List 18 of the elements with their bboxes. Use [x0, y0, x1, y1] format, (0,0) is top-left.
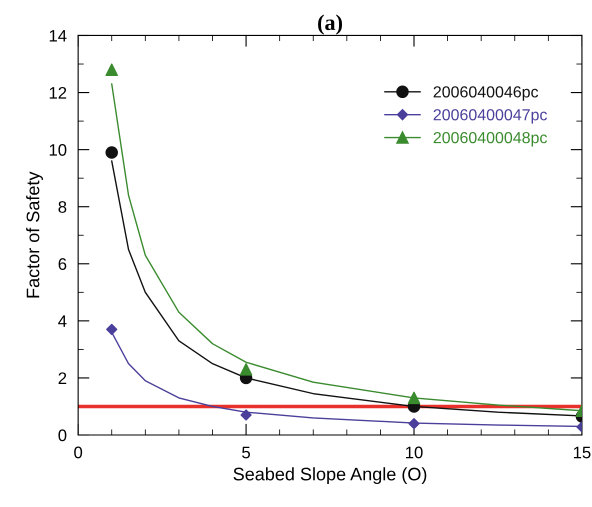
y-tick-label: 2: [58, 372, 66, 384]
x-tick-label: 15: [574, 446, 591, 458]
y-tick-label: 8: [58, 201, 66, 213]
chart-title: (a): [318, 14, 342, 35]
y-tick-label: 10: [50, 144, 66, 156]
x-tick-label: 0: [74, 446, 82, 458]
x-tick-label: 5: [242, 446, 250, 458]
x-axis-title: Seabed Slope Angle (O): [234, 467, 426, 484]
legend-label: 20060400048pc: [434, 132, 547, 146]
y-tick-label: 6: [58, 258, 66, 270]
y-axis-title: Factor of Safety: [26, 172, 43, 298]
y-tick-label: 14: [50, 30, 67, 42]
legend-label: 20060400047pc: [434, 109, 547, 124]
y-tick-label: 12: [50, 86, 66, 99]
y-tick-label: 4: [58, 315, 67, 327]
y-tick-label: 0: [58, 429, 66, 442]
legend-label: 2006040046pc: [434, 86, 538, 101]
x-tick-label: 10: [406, 446, 423, 458]
